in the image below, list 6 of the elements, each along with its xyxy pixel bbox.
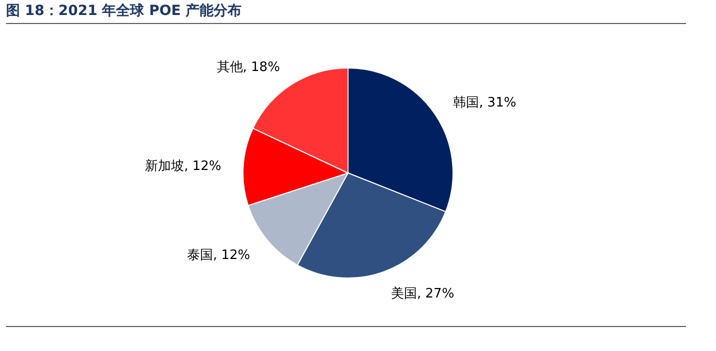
slice-label: 韩国, 31%: [453, 96, 516, 111]
slice-label: 其他, 18%: [216, 60, 280, 75]
slice-label: 新加坡, 12%: [145, 159, 222, 174]
slice-label: 美国, 27%: [391, 285, 454, 302]
chart-title: 图 18：2021 年全球 POE 产能分布: [6, 2, 686, 24]
slice-label: 泰国, 12%: [186, 248, 250, 263]
